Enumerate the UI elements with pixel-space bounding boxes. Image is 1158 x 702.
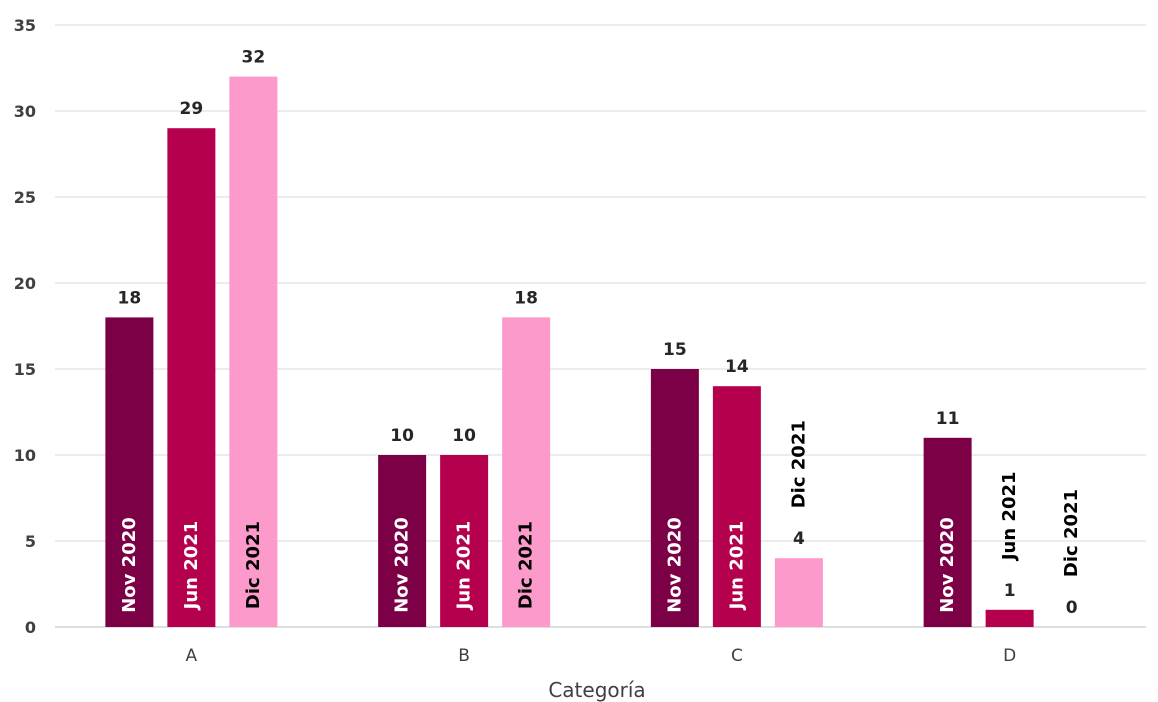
series-name-label: Dic 2021	[788, 420, 809, 508]
series-name-label: Jun 2021	[999, 471, 1020, 562]
bar	[712, 386, 761, 627]
y-tick-label: 25	[14, 188, 36, 207]
data-label: 11	[936, 409, 960, 429]
series-name-label: Jun 2021	[181, 521, 202, 612]
y-tick-label: 30	[14, 102, 36, 121]
y-tick-label: 15	[14, 360, 36, 379]
series-name-label: Jun 2021	[726, 521, 747, 612]
bar	[650, 369, 699, 627]
bar	[923, 437, 972, 627]
bar	[502, 317, 551, 627]
x-tick-label: A	[186, 646, 198, 666]
series-name-label: Nov 2020	[937, 517, 958, 613]
series-name-label: Dic 2021	[516, 521, 537, 609]
bar	[105, 317, 154, 627]
series-name-label: Dic 2021	[243, 521, 264, 609]
bar	[774, 558, 823, 627]
series-name-label: Dic 2021	[1061, 489, 1082, 577]
data-label: 14	[725, 357, 749, 377]
data-label: 10	[390, 426, 414, 446]
x-tick-label: C	[731, 646, 743, 666]
series-name-label: Nov 2020	[119, 517, 140, 613]
series-name-label: Nov 2020	[664, 517, 685, 613]
data-label: 4	[793, 529, 805, 549]
series-labels: Nov 2020 Jun 2021 Dic 2021 Nov 2020 Jun 2021…	[119, 420, 1082, 613]
data-label: 18	[118, 288, 142, 308]
bar	[167, 128, 216, 627]
data-label: 10	[452, 426, 476, 446]
y-axis-ticks: 0 5 10 15 20 25 30 35	[14, 16, 36, 637]
x-tick-label: B	[458, 646, 470, 666]
y-tick-label: 35	[14, 16, 36, 35]
y-tick-label: 0	[25, 618, 36, 637]
series-name-label: Jun 2021	[454, 521, 475, 612]
data-label: 1	[1004, 581, 1016, 601]
y-tick-label: 10	[14, 446, 36, 465]
x-axis-title: Categoría	[548, 678, 645, 702]
data-label: 29	[180, 99, 204, 119]
x-tick-label: D	[1003, 646, 1016, 666]
bars	[105, 76, 1034, 628]
y-tick-label: 5	[25, 532, 36, 551]
bar	[985, 609, 1034, 627]
x-axis-ticks: A B C D	[186, 646, 1017, 666]
data-label: 0	[1066, 598, 1078, 618]
data-label: 32	[242, 48, 266, 68]
bar	[229, 76, 278, 628]
data-label: 18	[514, 288, 538, 308]
bar	[378, 455, 427, 627]
y-tick-label: 20	[14, 274, 36, 293]
gridlines	[55, 24, 1146, 628]
data-label: 15	[663, 340, 687, 360]
series-name-label: Nov 2020	[392, 517, 413, 613]
bar	[440, 455, 489, 627]
